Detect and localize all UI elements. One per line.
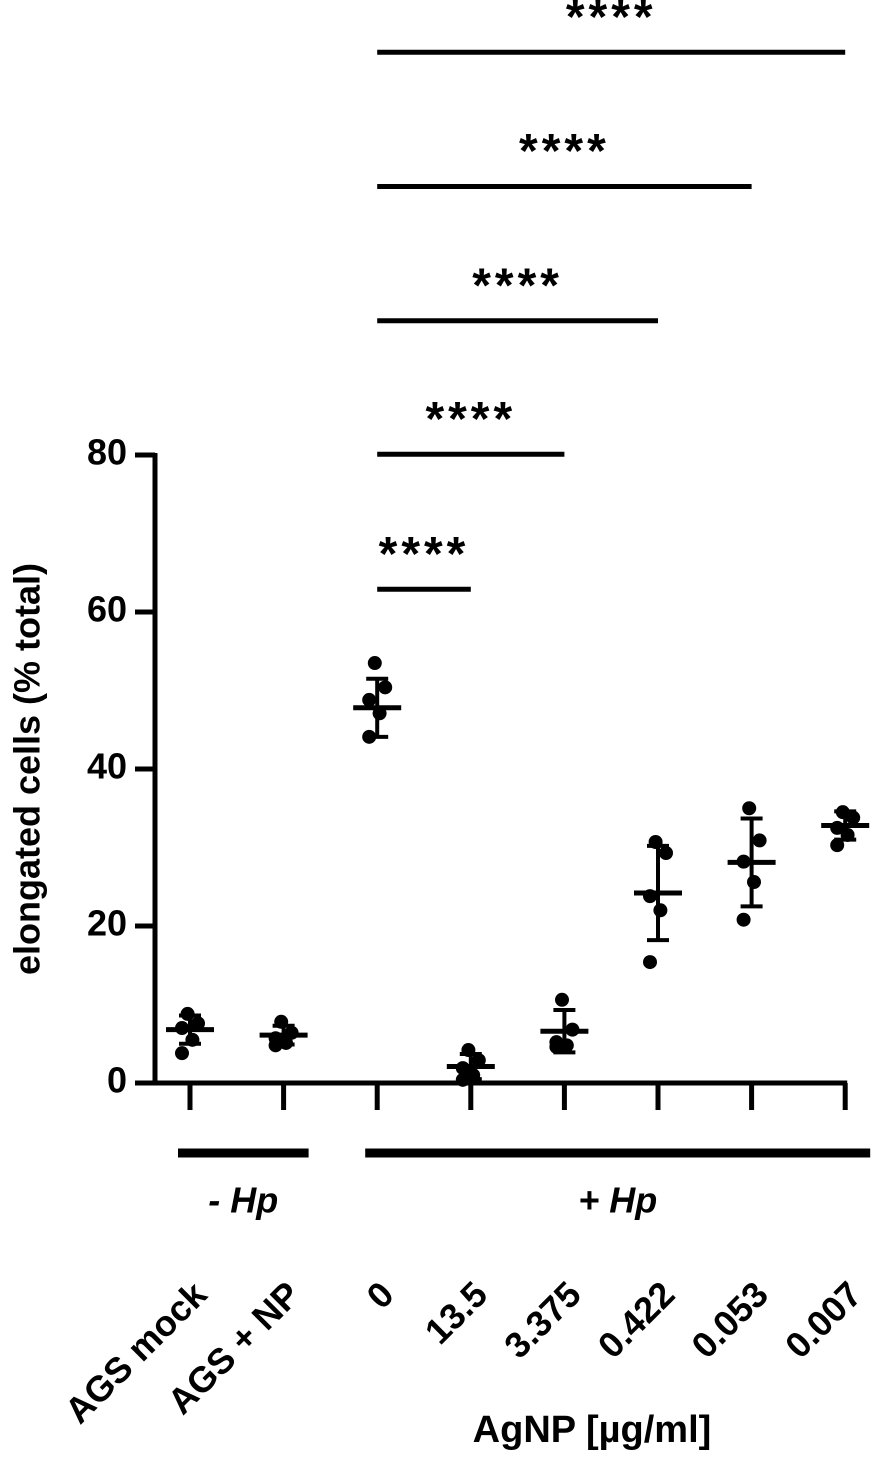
group-label: + Hp xyxy=(578,1180,657,1221)
significance-label: **** xyxy=(519,125,610,178)
x-tick-label: 0.007 xyxy=(777,1273,870,1366)
data-point xyxy=(471,1053,486,1068)
data-point xyxy=(653,903,668,918)
y-tick-label: 60 xyxy=(87,589,127,630)
x-tick-label: 0.422 xyxy=(590,1273,683,1366)
y-tick-label: 40 xyxy=(87,746,127,787)
x-tick-label: 13.5 xyxy=(417,1273,496,1352)
significance-label: **** xyxy=(425,393,516,446)
data-point xyxy=(175,1046,189,1061)
x-tick-label: 0 xyxy=(358,1273,401,1316)
data-point xyxy=(752,833,767,848)
data-point xyxy=(742,801,757,816)
x-tick-label: 0.053 xyxy=(683,1273,776,1366)
data-point xyxy=(362,692,377,707)
data-point xyxy=(846,810,861,825)
data-point xyxy=(191,1016,205,1031)
data-point xyxy=(643,955,657,970)
x-tick-label: 3.375 xyxy=(496,1273,589,1366)
data-point xyxy=(659,845,673,860)
group-label: - Hp xyxy=(208,1180,278,1221)
data-point xyxy=(555,992,569,1007)
significance-label: **** xyxy=(472,259,563,312)
y-tick-label: 0 xyxy=(107,1060,127,1101)
significance-label: **** xyxy=(379,528,470,581)
data-point xyxy=(747,875,761,890)
data-point xyxy=(367,656,382,671)
y-axis-label: elongated cells (% total) xyxy=(7,563,48,975)
x-axis-label: AgNP [µg/ml] xyxy=(473,1409,712,1451)
significance-label: **** xyxy=(566,0,657,44)
data-point xyxy=(736,912,751,927)
y-tick-label: 20 xyxy=(87,903,127,944)
data-point xyxy=(378,680,393,695)
y-tick-label: 80 xyxy=(87,432,127,473)
